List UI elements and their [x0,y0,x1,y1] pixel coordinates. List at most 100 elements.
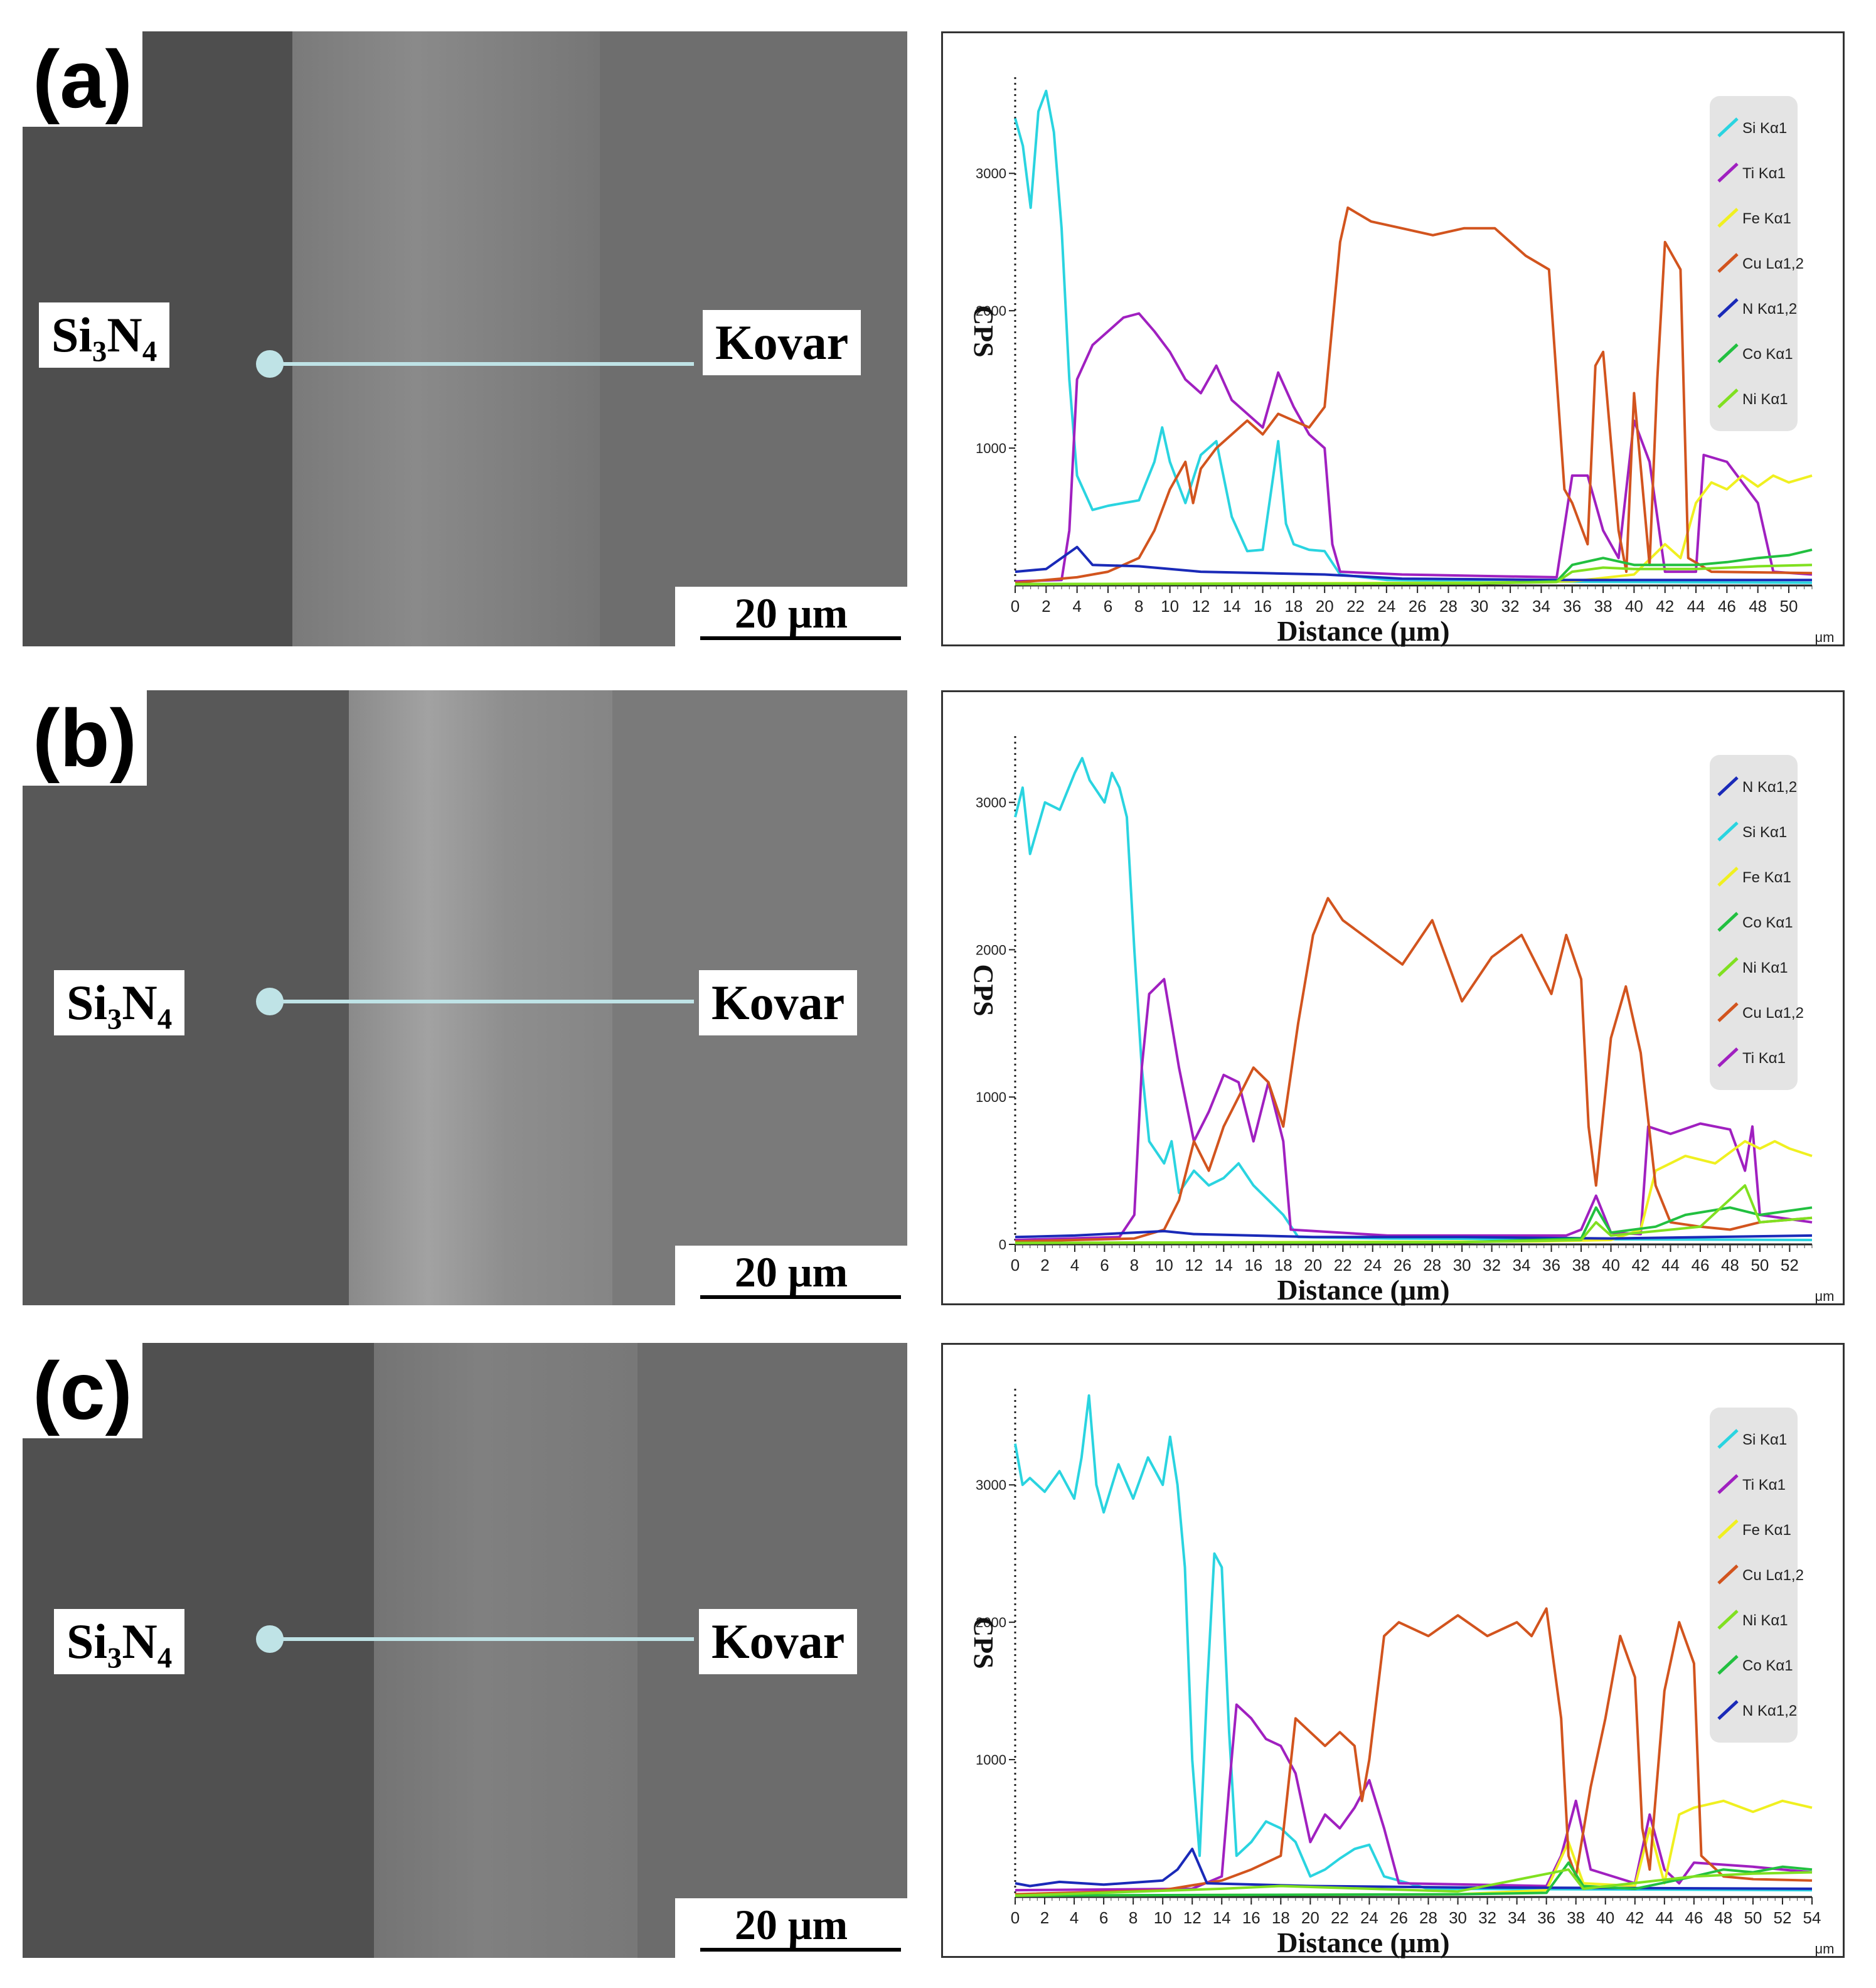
x-unit-label: μm [1815,1941,1834,1957]
x-tick-label: 12 [1183,1908,1202,1927]
legend-swatch-co [1717,1655,1739,1675]
y-tick-label: 3000 [976,795,1006,811]
x-tick-label: 22 [1334,1256,1352,1275]
x-tick-label: 20 [1301,1908,1319,1927]
line-scan-path [261,362,694,366]
x-tick-label: 18 [1272,1908,1290,1927]
legend-swatch-fe [1717,867,1739,887]
series-line-ni [1015,1184,1813,1244]
x-tick-label: 28 [1423,1256,1441,1275]
x-tick-label: 50 [1744,1908,1762,1927]
series-line-cu [1015,1607,1813,1896]
x-tick-label: 12 [1185,1256,1203,1275]
legend-label: Ti Kα1 [1742,1477,1786,1494]
legend-swatch-n [1717,298,1739,318]
series-line-cu [1015,897,1813,1243]
line-scan-start-dot [256,1625,284,1653]
y-tick-label: 2000 [976,942,1006,958]
row-c: Si₃N₄ Kovar 20 μm (c) 1000 2000 3000 0 2 4 6 8 1… [0,1343,1876,1964]
sem-image-a: Si₃N₄ Kovar 20 μm [23,31,907,646]
x-tick-label: 4 [1070,1908,1079,1927]
x-tick-label: 44 [1687,597,1705,616]
scale-bar-line [700,1295,901,1299]
scale-bar-label: 20 μm [734,1248,848,1296]
legend-swatch-fe [1717,1519,1739,1539]
x-tick-label: 30 [1449,1908,1467,1927]
scale-bar: 20 μm [675,587,907,646]
legend-box [1710,755,1798,1090]
legend-swatch-ni [1717,388,1739,409]
x-tick-label: 36 [1542,1256,1560,1275]
line-scan-path [261,1000,694,1003]
x-tick-label: 38 [1572,1256,1591,1275]
line-scan-path [261,1637,694,1641]
x-tick-label: 28 [1439,597,1458,616]
series-line-co [1015,1861,1813,1897]
series-line-n [1015,545,1812,582]
y-tick-label: 3000 [976,166,1006,181]
scale-bar: 20 μm [675,1246,907,1305]
legend-swatch-co [1717,912,1739,932]
legend-swatch-n [1717,776,1739,796]
series-line-si [1014,1394,1813,1892]
x-tick-label: 24 [1360,1908,1378,1927]
x-tick-label: 8 [1134,597,1143,616]
y-tick-label: 2000 [976,303,1006,319]
x-tick-label: 14 [1215,1256,1233,1275]
legend-label: Si Kα1 [1742,120,1787,137]
chart-frame-b: 0 1000 2000 3000 0 2 4 6 8 10 12 14 16 18 20 22 24 26 28 30… [941,690,1845,1306]
legend-label: Co Kα1 [1742,914,1793,931]
x-tick-label: 20 [1316,597,1334,616]
x-tick-label: 24 [1363,1256,1382,1275]
legend-label: Si Kα1 [1742,1431,1787,1448]
legend-label: Cu Lα1,2 [1742,1567,1804,1584]
y-axis-label: CPS [968,964,999,1016]
series-line-fe [1015,1140,1813,1244]
x-tick-label: 34 [1532,597,1550,616]
series-line-fe [1015,1799,1813,1897]
legend-label: Fe Kα1 [1742,869,1791,886]
y-tick-label: 1000 [976,1089,1006,1105]
x-axis-label: Distance (μm) [1277,1927,1449,1959]
y-tick-label: 1000 [976,441,1006,456]
left-material-label: Si₃N₄ [54,970,185,1035]
legend-label: Ni Kα1 [1742,391,1788,408]
legend-swatch-ti [1717,1047,1739,1067]
legend-label: N Kα1,2 [1742,1702,1797,1719]
x-tick-label: 52 [1774,1908,1792,1927]
legend-swatch-si [1717,821,1739,842]
x-tick-label: 10 [1154,1908,1172,1927]
panel-label-b: (b) [23,690,147,786]
legend-swatch-si [1717,117,1739,137]
x-tick-label: 20 [1304,1256,1322,1275]
row-b: Si₃N₄ Kovar 20 μm (b) 0 1000 2000 3000 0 2 4 6 8… [0,690,1876,1312]
x-axis-label: Distance (μm) [1277,615,1449,647]
legend-swatch-cu [1717,1002,1739,1022]
x-unit-label: μm [1815,1288,1834,1304]
series-line-ti [1015,978,1813,1241]
chart-frame-a: 1000 2000 3000 0 2 4 6 8 10 12 14 16 18 20 22 24 26 28 30 3… [941,31,1845,647]
legend-label: Fe Kα1 [1742,1522,1791,1539]
x-tick-label: 6 [1099,1908,1108,1927]
y-axis-label: CPS [968,1617,999,1669]
legend-label: Fe Kα1 [1742,210,1791,227]
sem-image-b: Si₃N₄ Kovar 20 μm [23,690,907,1305]
scale-bar-line [700,636,901,640]
x-tick-label: 18 [1274,1256,1292,1275]
x-tick-label: 0 [1011,1256,1020,1275]
x-tick-label: 30 [1470,597,1488,616]
legend-label: Co Kα1 [1742,1657,1793,1674]
x-tick-label: 22 [1331,1908,1349,1927]
x-tick-label: 16 [1244,1256,1262,1275]
x-tick-label: 2 [1042,597,1050,616]
x-tick-label: 6 [1100,1256,1109,1275]
legend-swatch-ti [1717,163,1739,183]
x-tick-label: 8 [1130,1256,1139,1275]
x-tick-label: 2 [1040,1908,1049,1927]
x-tick-label: 2 [1040,1256,1049,1275]
line-scan-start-dot [256,988,284,1015]
series-line-ti [1015,1703,1813,1892]
